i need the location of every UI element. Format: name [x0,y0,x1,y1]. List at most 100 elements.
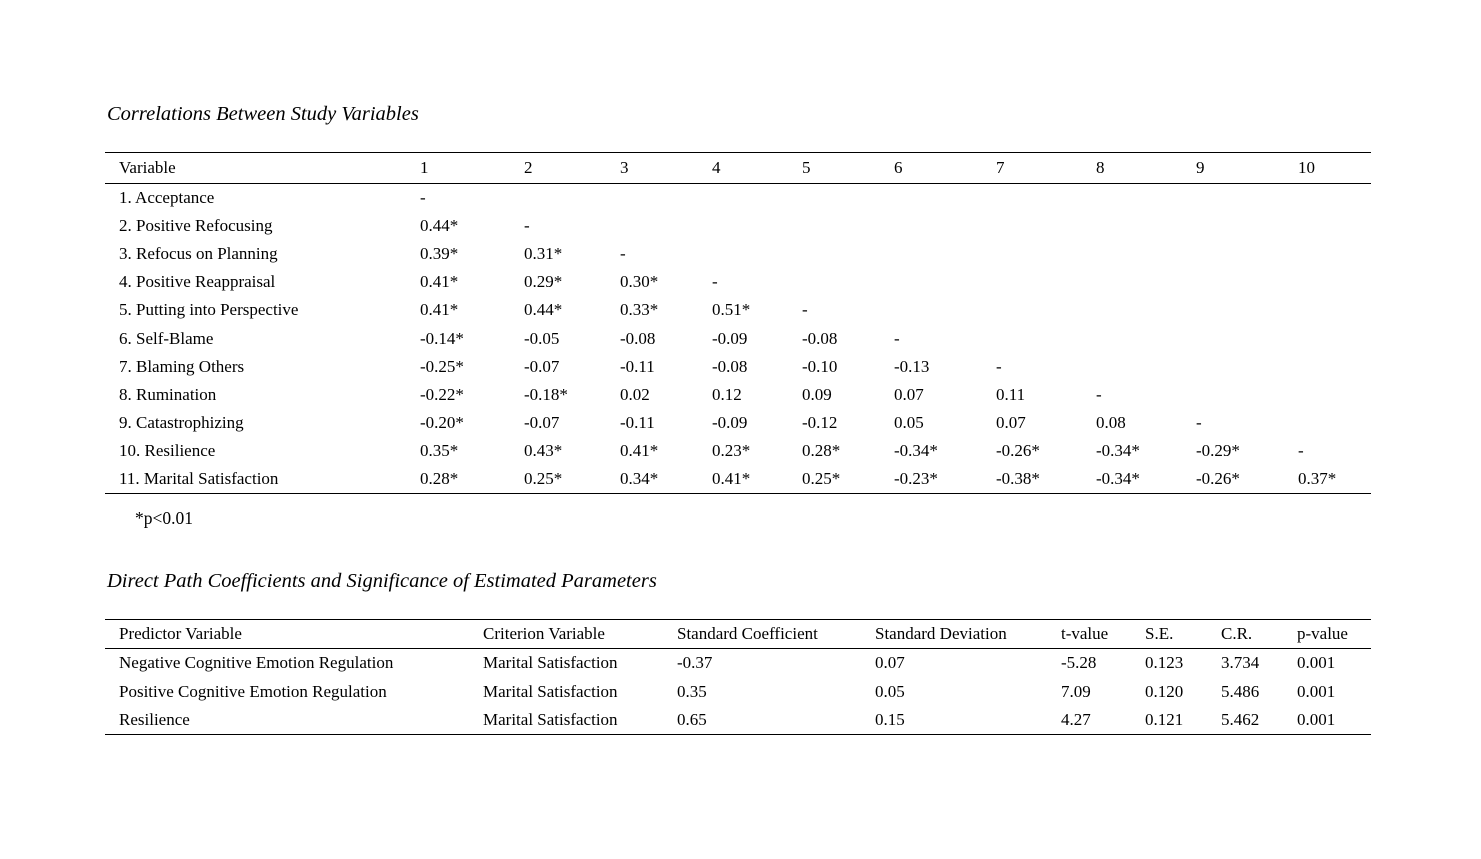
row-label: Positive Cognitive Emotion Regulation [119,681,387,701]
table-row: 11. Marital Satisfaction 0.28* 0.25* 0.34* 0… [105,465,1371,493]
column-header-p-value: p-value [1297,619,1371,650]
table-row: 5. Putting into Perspective 0.41* 0.44* 0.3… [105,296,1371,324]
row-label: Negative Cognitive Emotion Regulation [119,653,394,673]
page-content: Correlations Between Study Variables Var… [105,0,1372,736]
table-cell: -0.20* [420,413,464,433]
table-cell: -0.07 [524,356,560,376]
table-cell: -0.13 [894,356,930,376]
table-cell: 0.41* [420,300,459,320]
table-cell: 0.07 [894,384,924,404]
column-header-10: 10 [1298,152,1371,184]
row-label: 5. Putting into Perspective [119,300,299,320]
table-cell: 0.44* [420,215,459,235]
column-header-9: 9 [1196,152,1298,184]
table-cell: 0.09 [802,384,832,404]
table-cell: 0.37* [1298,469,1337,489]
table-cell [1196,381,1298,409]
table-cell [802,184,894,212]
row-label: 3. Refocus on Planning [119,243,278,263]
table-cell [712,184,802,212]
table-cell [996,296,1096,324]
table-cell: 0.51* [712,300,751,320]
table-cell [1096,353,1196,381]
table-cell [1096,184,1196,212]
table-cell [1196,212,1298,240]
table-cell [524,184,620,212]
table-cell: 5.462 [1221,710,1260,730]
row-label: 1. Acceptance [119,187,215,207]
row-label: Resilience [119,710,190,730]
table-cell: -0.08 [620,328,656,348]
table-cell [1298,212,1371,240]
correlation-table-title: Correlations Between Study Variables [107,103,419,125]
table-cell: 0.33* [620,300,659,320]
row-label: 7. Blaming Others [119,356,245,376]
table-cell: 0.28* [420,469,459,489]
table-cell: -0.22* [420,384,464,404]
path-coefficients-table: Predictor Variable Criterion Variable St… [105,619,1371,736]
table-row: Resilience Marital Satisfaction 0.65 0.15 4.… [105,706,1371,735]
table-cell [620,212,712,240]
table-cell: 0.43* [524,441,563,461]
row-label: 8. Rumination [119,384,217,404]
column-header-2: 2 [524,152,620,184]
table-cell: 0.29* [524,272,563,292]
table-cell: -0.11 [620,356,655,376]
table-cell [1196,240,1298,268]
row-label: 4. Positive Reappraisal [119,272,276,292]
column-header-se: S.E. [1145,619,1221,650]
table-cell: - [420,187,426,207]
column-header-7: 7 [996,152,1096,184]
table-cell: - [996,356,1002,376]
table-cell: 0.001 [1297,653,1336,673]
table-cell: -0.38* [996,469,1040,489]
table-cell: -0.12 [802,413,838,433]
table-cell: 7.09 [1061,681,1091,701]
table-cell: Marital Satisfaction [483,681,618,701]
table-row: 7. Blaming Others -0.25* -0.07 -0.11 -0.08 -0… [105,353,1371,381]
table-cell [996,324,1096,352]
table-cell [802,268,894,296]
table-cell: 0.05 [894,413,924,433]
row-label: 6. Self-Blame [119,328,214,348]
table-cell [1298,296,1371,324]
table-cell: -0.07 [524,413,560,433]
table-cell: -0.09 [712,328,748,348]
table-cell [894,184,996,212]
table-cell [894,212,996,240]
table-cell [1096,296,1196,324]
table-cell [996,184,1096,212]
row-label: 10. Resilience [119,441,216,461]
table-cell: -0.05 [524,328,560,348]
table-cell [1096,324,1196,352]
table-cell [1298,184,1371,212]
table-cell: -0.08 [802,328,838,348]
column-header-t-value: t-value [1061,619,1145,650]
table-cell [894,240,996,268]
table-cell [1196,296,1298,324]
table-cell: 4.27 [1061,710,1091,730]
table-cell: -0.25* [420,356,464,376]
table-cell: 0.121 [1145,710,1184,730]
table-cell [1096,212,1196,240]
table-cell: -0.14* [420,328,464,348]
table-row: 8. Rumination -0.22* -0.18* 0.02 0.12 0.09 0.0… [105,381,1371,409]
table-row: 2. Positive Refocusing 0.44* - [105,212,1371,240]
table-cell: - [712,272,718,292]
table-cell: 0.34* [620,469,659,489]
table-cell [1196,324,1298,352]
table-cell [894,296,996,324]
table-cell: 0.44* [524,300,563,320]
table-cell: -0.11 [620,413,655,433]
table-cell: 0.15 [875,710,905,730]
table-cell [1196,353,1298,381]
table-cell [1298,240,1371,268]
table-cell [996,240,1096,268]
table-cell: 0.41* [620,441,659,461]
table-cell: 0.02 [620,384,650,404]
table-cell: 0.07 [875,653,905,673]
table-cell [1196,268,1298,296]
table-cell: 0.65 [677,710,707,730]
table-cell: 0.120 [1145,681,1184,701]
table-cell [802,240,894,268]
